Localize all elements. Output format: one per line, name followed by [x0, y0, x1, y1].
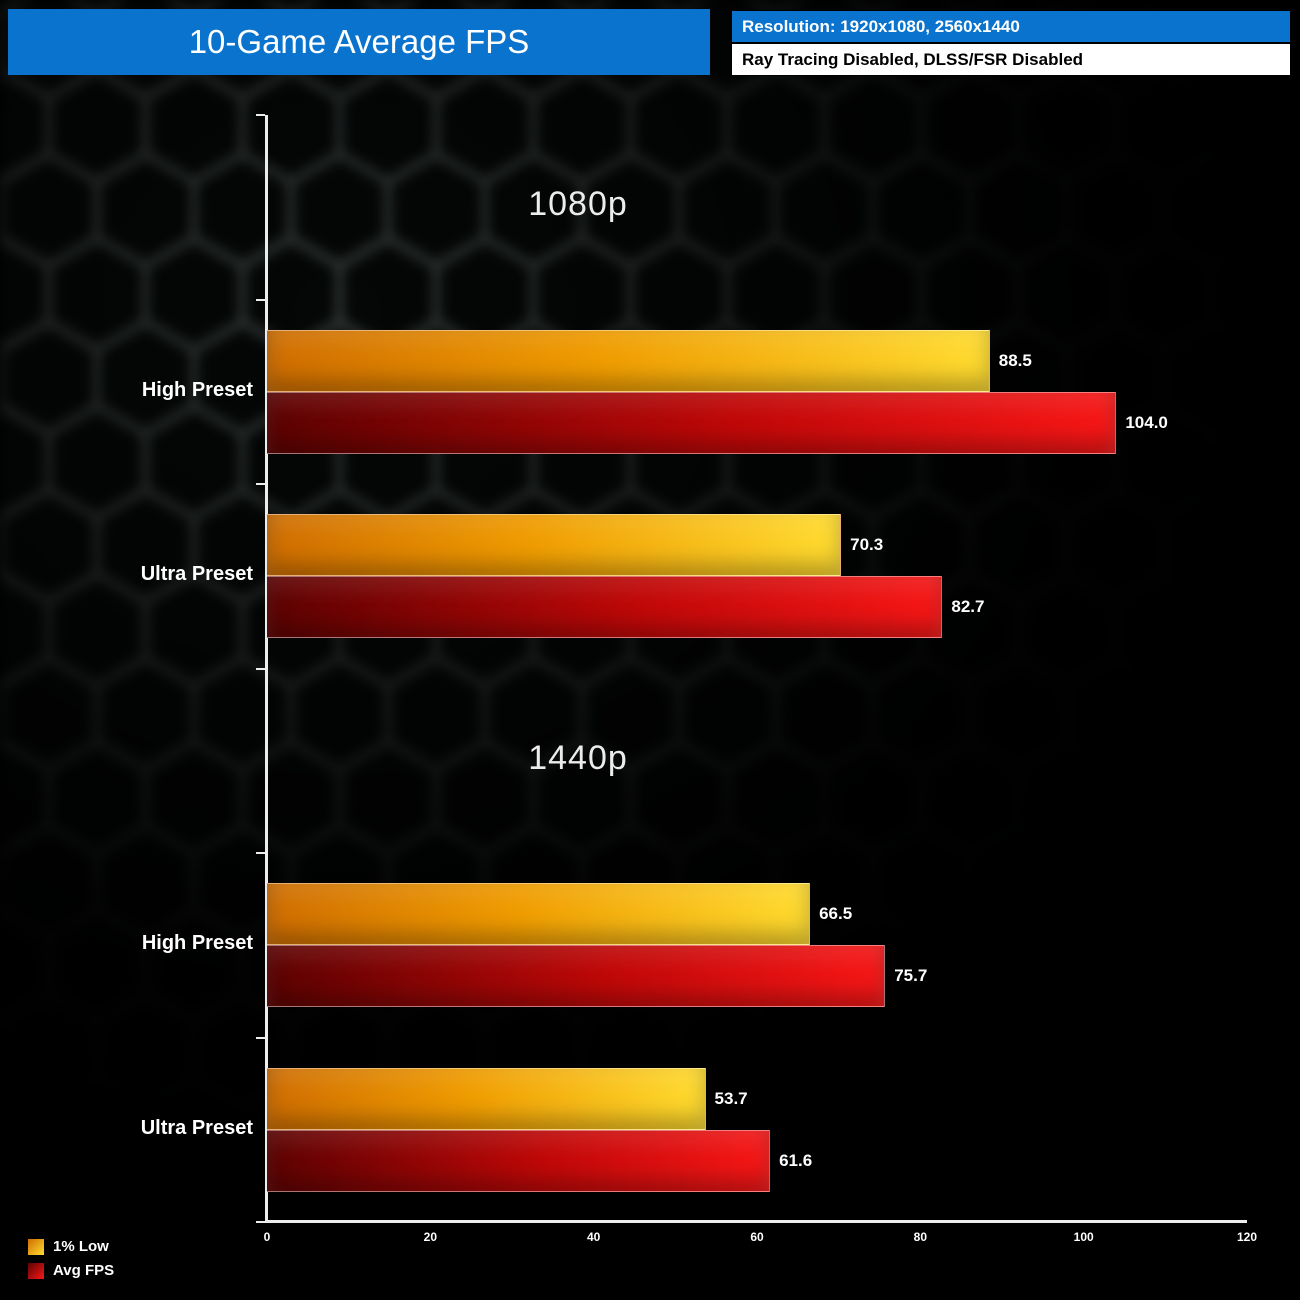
legend-swatch-avg-icon	[28, 1262, 44, 1279]
value-label-avg: 104.0	[1125, 412, 1168, 432]
x-tick-label: 120	[1236, 1230, 1258, 1244]
x-axis	[265, 1220, 1247, 1223]
value-label-low: 66.5	[819, 904, 853, 924]
bar-1pct-low	[267, 329, 990, 392]
x-tick-label: 40	[586, 1230, 601, 1244]
section-label: 1080p	[528, 185, 628, 224]
legend-label-low: 1% Low	[53, 1238, 109, 1255]
x-tick-label: 80	[913, 1230, 927, 1244]
y-axis	[265, 115, 268, 1222]
y-axis-tick	[256, 667, 265, 670]
y-axis-tick	[256, 483, 265, 485]
header-info-box: Resolution: 1920x1080, 2560x1440 Ray Tra…	[731, 10, 1291, 76]
bar-avg-fps	[267, 1129, 771, 1192]
chart-title: 10-Game Average FPS	[188, 23, 530, 60]
category-label: High Preset	[141, 378, 253, 401]
bar-1pct-low	[267, 883, 811, 946]
category-label: Ultra Preset	[140, 563, 253, 586]
value-label-low: 70.3	[850, 535, 884, 555]
category-label: High Preset	[141, 932, 253, 955]
legend-label-avg: Avg FPS	[53, 1262, 115, 1279]
x-tick-label: 20	[423, 1230, 437, 1244]
x-tick-label: 60	[750, 1230, 764, 1244]
y-axis-tick	[256, 1221, 265, 1223]
y-axis-tick	[256, 298, 265, 301]
x-tick-label: 100	[1073, 1230, 1094, 1244]
chart-title-bar: 10-Game Average FPS	[8, 9, 710, 75]
settings-line: Ray Tracing Disabled, DLSS/FSR Disabled	[731, 43, 1291, 76]
y-axis-tick	[256, 852, 265, 854]
y-axis-tick	[256, 114, 265, 116]
y-axis-tick	[256, 1036, 265, 1039]
category-label: Ultra Preset	[140, 1116, 253, 1139]
section-label: 1440p	[528, 738, 628, 777]
value-label-avg: 61.6	[779, 1150, 813, 1170]
value-label-avg: 75.7	[894, 966, 928, 986]
legend-swatch-low-icon	[28, 1238, 44, 1255]
legend-item-avg-fps: Avg FPS	[28, 1262, 114, 1279]
value-label-low: 88.5	[998, 350, 1032, 370]
x-tick-label: 0	[263, 1230, 271, 1244]
resolution-line: Resolution: 1920x1080, 2560x1440	[731, 10, 1291, 43]
bar-1pct-low	[267, 1067, 706, 1130]
value-label-avg: 82.7	[951, 597, 985, 617]
value-label-low: 53.7	[714, 1088, 748, 1108]
legend-item-1pct-low: 1% Low	[28, 1238, 114, 1255]
legend: 1% Low Avg FPS	[28, 1238, 114, 1279]
bar-avg-fps	[267, 945, 886, 1008]
bar-avg-fps	[267, 391, 1117, 454]
bar-1pct-low	[267, 514, 842, 577]
bar-avg-fps	[267, 576, 943, 639]
